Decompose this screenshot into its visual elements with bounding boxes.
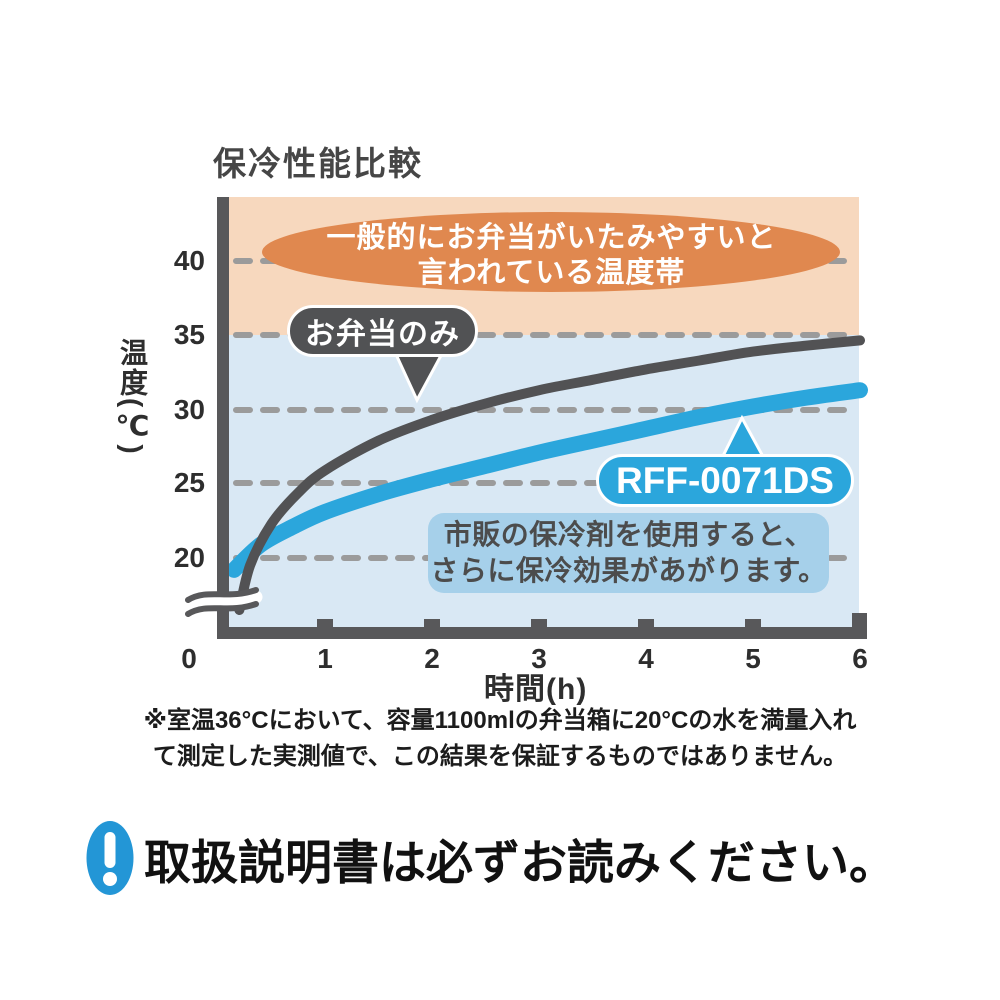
x-axis-label: 時間(h): [484, 673, 588, 706]
product-model-label: RFF-0071DS: [616, 459, 834, 501]
bento-only-bubble-label: お弁当のみ: [305, 318, 460, 351]
manual-notice-text: 取扱説明書は必ずお読みください。: [144, 835, 896, 889]
x-tick-0: 0: [181, 643, 197, 674]
ice-pack-callout-line1: 市販の保冷剤を使用すると、: [443, 519, 814, 550]
footnote-line2: て測定した実測値で、この結果を保証するものではありません。: [152, 743, 848, 770]
axis-break: [181, 587, 263, 617]
ice-pack-callout-line2: さらに保冷効果があがります。: [430, 555, 827, 586]
y-tick-35: 35: [173, 319, 205, 350]
y-axis-label: 温度(℃): [117, 338, 148, 456]
axes: [217, 197, 867, 639]
danger-zone-ellipse: [262, 212, 840, 292]
x-tick-1: 1: [317, 643, 333, 674]
y-tick-40: 40: [173, 245, 205, 276]
product-model-pill: RFF-0071DS: [596, 454, 854, 507]
x-tick-5: 5: [745, 643, 761, 674]
x-tick-6: 6: [852, 643, 868, 674]
danger-zone-line1: 一般的にお弁当がいたみやすいと: [326, 222, 777, 254]
product-curve: [226, 382, 868, 578]
x-tick-4: 4: [638, 643, 654, 674]
danger-zone-line2: 言われている温度帯: [417, 257, 686, 289]
x-tick-3: 3: [531, 643, 547, 674]
danger-zone-label: 一般的にお弁当がいたみやすいと 言われている温度帯: [263, 221, 840, 291]
y-tick-30: 30: [173, 394, 205, 425]
y-tick-20: 20: [173, 542, 205, 573]
manual-notice: 取扱説明書は必ずお読みください。: [86, 816, 946, 900]
y-tick-25: 25: [173, 467, 205, 498]
measurement-footnote: ※室温36°Cにおいて、容量1100mlの弁当箱に20°Cの水を満量入れ て測定…: [95, 703, 905, 775]
chart-title: 保冷性能比較: [213, 145, 423, 182]
x-tick-2: 2: [424, 643, 440, 674]
exclamation-icon: [86, 821, 134, 895]
ice-pack-callout: 市販の保冷剤を使用すると、 さらに保冷効果があがります。: [428, 513, 829, 593]
bento-only-bubble: お弁当のみ: [287, 305, 478, 357]
bento-only-curve: [234, 335, 865, 615]
footnote-line1: ※室温36°Cにおいて、容量1100mlの弁当箱に20°Cの水を満量入れ: [143, 707, 857, 734]
